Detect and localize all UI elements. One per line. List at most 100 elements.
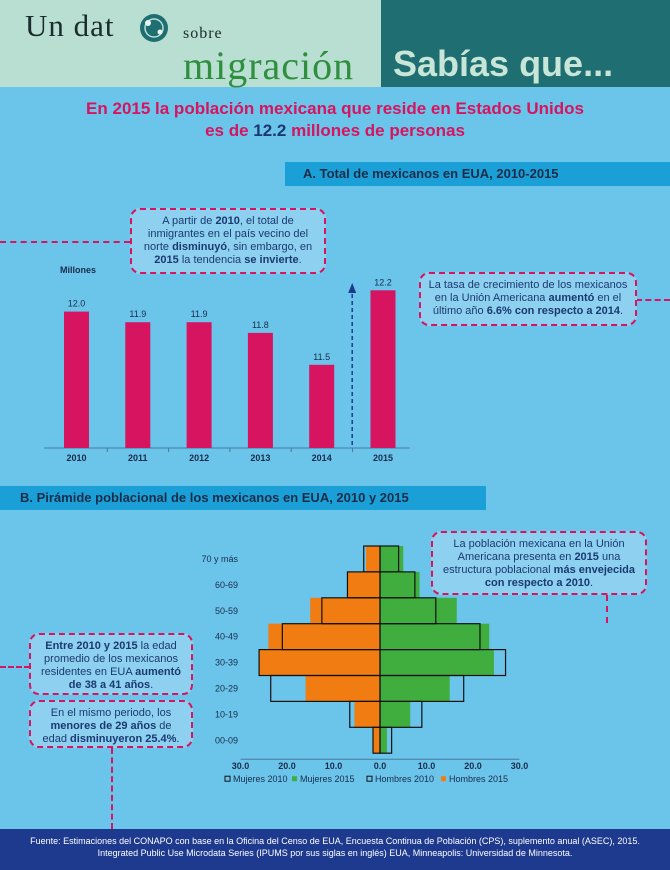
headline-line1: En 2015 la población mexicana que reside… bbox=[86, 99, 584, 118]
pyramid-bar bbox=[268, 623, 380, 650]
x-tick-label: 20.0 bbox=[464, 761, 482, 771]
note-text-segment: en el último año bbox=[432, 292, 622, 317]
logo-migracion-text: migración bbox=[183, 43, 355, 88]
age-group-label: 50-59 bbox=[215, 606, 238, 616]
connector-line bbox=[606, 595, 608, 623]
age-group-label: 30-39 bbox=[215, 658, 238, 668]
connector-line bbox=[636, 299, 670, 301]
note-text-segment: En el mismo periodo, los bbox=[50, 707, 172, 719]
note-text-segment: aumentó de 38 a 41 años bbox=[68, 666, 181, 691]
bar-value-label: 11.9 bbox=[191, 309, 208, 319]
pyramid-bar bbox=[305, 675, 380, 702]
bar-value-label: 11.8 bbox=[252, 320, 269, 330]
pyramid-bar bbox=[380, 649, 494, 676]
headline-number: 12.2 bbox=[253, 121, 287, 140]
bar-value-label: 11.5 bbox=[313, 352, 330, 362]
x-tick-label: 30.0 bbox=[232, 761, 250, 771]
note-text-segment: Entre 2010 y 2015 bbox=[45, 640, 138, 652]
pyramid-bar bbox=[366, 546, 380, 572]
x-tick-label: 30.0 bbox=[511, 761, 529, 771]
connector-line bbox=[0, 241, 130, 243]
note-text-segment: 2015 bbox=[574, 551, 599, 563]
note-text-segment: . bbox=[176, 733, 180, 745]
headline-line2: es de 12.2 millones de personas bbox=[0, 120, 670, 142]
bar-2012 bbox=[186, 322, 212, 448]
pyramid-bar bbox=[380, 727, 387, 754]
age-group-label: 10-19 bbox=[215, 709, 238, 719]
pyramid-bar bbox=[373, 727, 380, 754]
bar-2010 bbox=[64, 311, 89, 448]
pyramid-bar bbox=[380, 675, 450, 702]
bar-value-label: 12.0 bbox=[68, 299, 86, 309]
note-text-segment: aumentó bbox=[548, 292, 595, 304]
pyramid-bar bbox=[380, 597, 457, 624]
arrow-head-icon bbox=[348, 283, 357, 293]
x-tick-label: 0.0 bbox=[374, 761, 387, 771]
bar-2014 bbox=[309, 364, 335, 448]
note-text-segment: la tendencia bbox=[178, 254, 245, 266]
note-text-segment: de edad bbox=[42, 720, 172, 745]
logo-migracion: migración bbox=[183, 42, 354, 89]
legend-label: Hombres 2015 bbox=[449, 774, 508, 784]
note-growth-rate: La tasa de crecimiento de los mexicanos … bbox=[419, 272, 637, 326]
bar-value-label: 12.2 bbox=[374, 277, 392, 287]
bar-2011 bbox=[125, 322, 151, 448]
bar-value-label: 11.9 bbox=[129, 309, 146, 319]
note-text-segment: la edad promedio de los mexicanos reside… bbox=[40, 640, 178, 678]
note-text-segment: una estructura poblacional bbox=[442, 551, 621, 576]
x-tick-label: 2014 bbox=[312, 453, 332, 463]
pyramid-bar bbox=[259, 649, 380, 676]
age-group-label: 00-09 bbox=[215, 735, 238, 745]
note-text-segment: . bbox=[590, 577, 594, 589]
bar-2015 bbox=[370, 290, 396, 448]
sabias-que-title: Sabías que... bbox=[393, 43, 614, 84]
note-text-segment: 2010 bbox=[215, 215, 240, 227]
pyramid-bar bbox=[380, 623, 490, 650]
header-title-panel bbox=[381, 0, 670, 87]
bar-chart-total: Millones 12.0 2010 11.9 2011 11.9 2012 11.8 2013… bbox=[44, 265, 410, 463]
header-logo-panel: Un dat sobre migración bbox=[0, 0, 381, 89]
note-text-segment: más envejecida con respecto a 2010 bbox=[484, 564, 636, 589]
population-pyramid: 00-09 10-19 20-29 30-39 40-49 50-59 60-69 70 y … bbox=[201, 545, 529, 784]
section-b-title: B. Pirámide poblacional de los mexicanos… bbox=[0, 486, 486, 510]
x-tick-label: 2011 bbox=[128, 453, 148, 463]
x-tick-label: 20.0 bbox=[278, 761, 296, 771]
headline-line2-post: millones de personas bbox=[286, 121, 465, 140]
pyramid-bar bbox=[380, 546, 404, 572]
x-tick-label: 2015 bbox=[373, 453, 393, 463]
logo-un-dat: Un dat bbox=[25, 8, 115, 43]
legend-swatch bbox=[441, 776, 446, 782]
legend-label: Mujeres 2010 bbox=[233, 774, 288, 784]
note-trend: A partir de 2010, el total de inmigrante… bbox=[130, 208, 326, 274]
age-group-label: 60-69 bbox=[215, 580, 238, 590]
note-text-segment: La tasa de crecimiento de los mexicanos … bbox=[428, 279, 628, 304]
connector-line bbox=[111, 748, 113, 829]
pyramid-outline bbox=[379, 545, 400, 573]
legend-label: Mujeres 2015 bbox=[300, 774, 355, 784]
bar-2013 bbox=[247, 332, 273, 448]
note-text-segment: 2015 bbox=[154, 254, 179, 266]
legend-label: Hombres 2010 bbox=[375, 774, 434, 784]
source-footer: Fuente: Estimaciones del CONAPO con base… bbox=[0, 829, 670, 870]
x-tick-label: 2010 bbox=[66, 453, 86, 463]
logo-sobre: sobre bbox=[183, 25, 223, 42]
pyramid-bar bbox=[380, 701, 411, 728]
note-text-segment: disminuyeron 25.4% bbox=[70, 733, 177, 745]
note-text-segment: menores de 29 años bbox=[50, 720, 157, 732]
note-text-segment: , sin embargo, en bbox=[227, 241, 313, 253]
connector-line bbox=[0, 666, 30, 668]
note-text-segment: La población mexicana en la Unión Americ… bbox=[453, 538, 625, 563]
note-text-segment: . bbox=[298, 254, 302, 266]
age-group-label: 20-29 bbox=[215, 683, 238, 693]
pyramid-bar bbox=[310, 597, 380, 624]
age-group-label: 70 y más bbox=[201, 554, 238, 564]
x-tick-label: 10.0 bbox=[325, 761, 343, 771]
note-aging: La población mexicana en la Unión Americ… bbox=[431, 531, 647, 595]
pyramid-bar bbox=[347, 571, 380, 598]
globe-icon bbox=[140, 14, 168, 42]
note-text-segment: , el total de inmigrantes en el país vec… bbox=[143, 215, 309, 253]
age-group-label: 40-49 bbox=[215, 632, 238, 642]
x-tick-label: 2012 bbox=[189, 453, 209, 463]
note-text-segment: A partir de bbox=[162, 215, 216, 227]
note-text-segment: disminuyó bbox=[172, 241, 228, 253]
